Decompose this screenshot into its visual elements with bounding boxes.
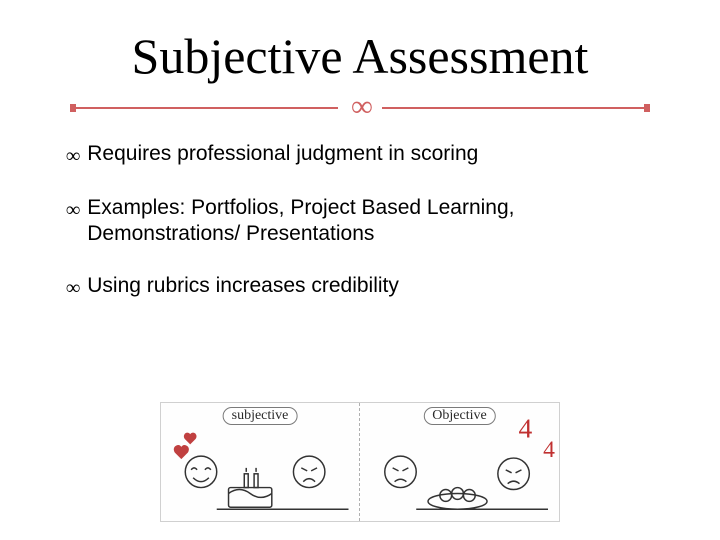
cartoon-right-panel: Objective 4 4 (360, 403, 559, 521)
bullet-item: ∞ Using rubrics increases credibility (66, 273, 654, 301)
bullet-text: Requires professional judgment in scorin… (87, 141, 478, 167)
bullet-item: ∞ Examples: Portfolios, Project Based Le… (66, 195, 654, 248)
cartoon-left-panel: subjective (161, 403, 360, 521)
bullet-flourish-icon: ∞ (66, 275, 77, 301)
bullet-list: ∞ Requires professional judgment in scor… (60, 141, 660, 302)
bullet-text: Examples: Portfolios, Project Based Lear… (87, 195, 654, 248)
cartoon-number-icon: 4 (519, 412, 533, 443)
slide-title: Subjective Assessment (60, 30, 660, 83)
cartoon-left-doodle (161, 403, 359, 521)
cartoon-number-icon: 4 (543, 437, 555, 463)
divider-line-right (382, 107, 650, 109)
divider-notch-right (644, 104, 650, 112)
cartoon-right-doodle: 4 4 (360, 403, 559, 521)
title-divider: ∞ (70, 91, 650, 123)
divider-line-left (70, 107, 338, 109)
slide: Subjective Assessment ∞ ∞ Requires profe… (0, 0, 720, 540)
bullet-item: ∞ Requires professional judgment in scor… (66, 141, 654, 169)
divider-flourish-icon: ∞ (351, 90, 368, 124)
cartoon-image: subjective (160, 402, 560, 522)
bullet-text: Using rubrics increases credibility (87, 273, 399, 299)
bullet-flourish-icon: ∞ (66, 197, 77, 223)
bullet-flourish-icon: ∞ (66, 143, 77, 169)
